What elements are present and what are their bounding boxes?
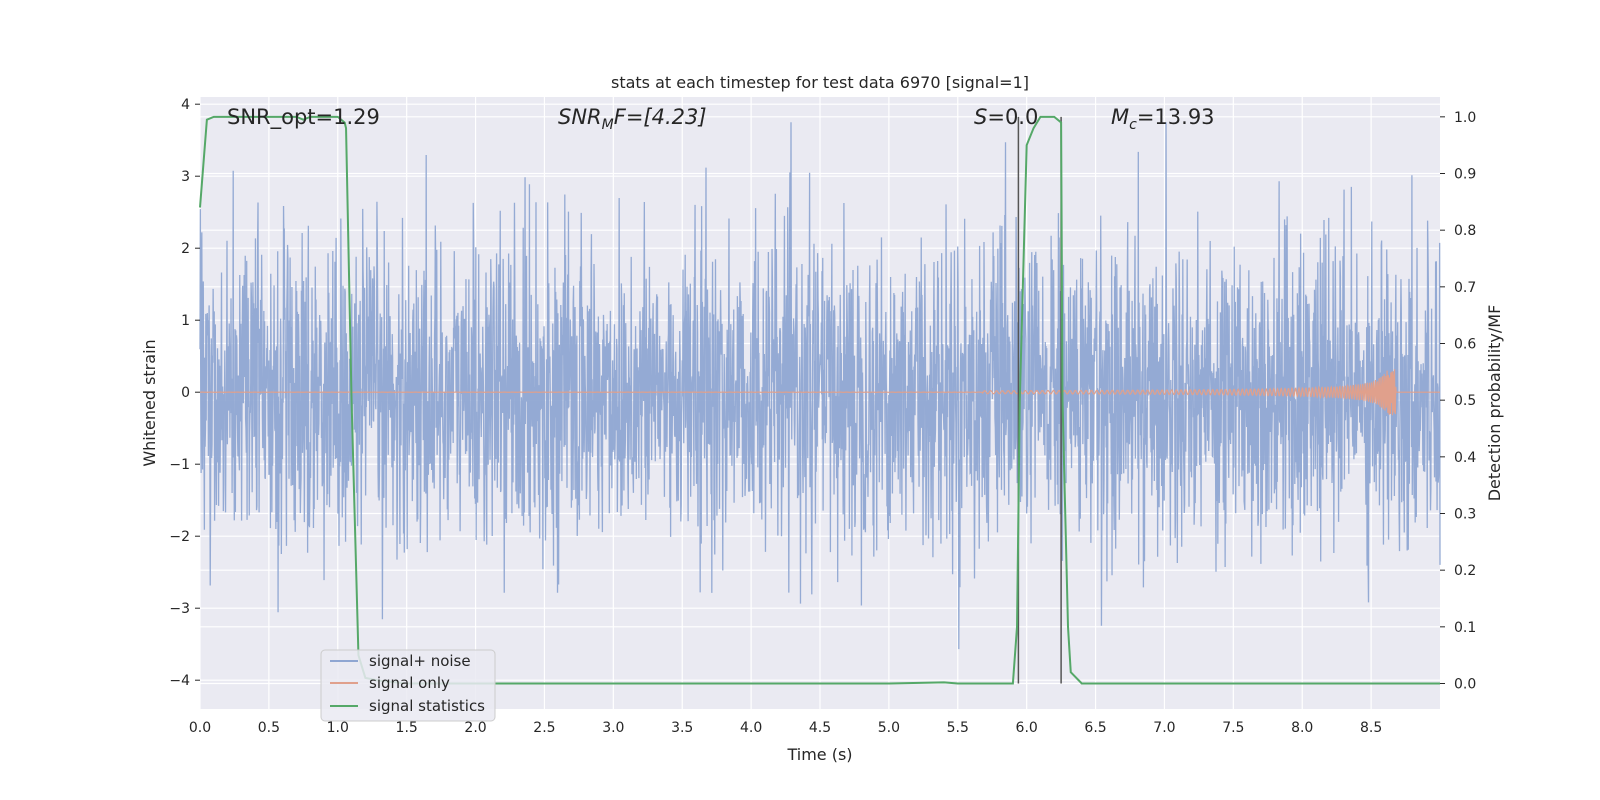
y-right-tick-label: 1.0 — [1454, 110, 1476, 126]
y-right-tick-label: 0.7 — [1454, 280, 1476, 296]
x-tick-label: 2.5 — [533, 720, 555, 736]
mc-symbol: M — [1111, 105, 1129, 129]
y-left-tick-label: 2 — [181, 241, 190, 257]
snr-mf-suffix: F=[4.23] — [614, 105, 707, 129]
y-right-tick-label: 0.3 — [1454, 507, 1476, 523]
legend-label-signal: signal only — [369, 674, 450, 692]
y-right-tick-label: 0.4 — [1454, 450, 1476, 466]
legend-box — [320, 649, 496, 722]
y-right-tick-label: 0.9 — [1454, 167, 1476, 183]
y-right-tick-label: 0.0 — [1454, 677, 1476, 693]
x-tick-label: 8.5 — [1360, 720, 1382, 736]
y-left-tick-label: 1 — [181, 313, 190, 329]
tick-labels: 0.0 0.5 1.0 1.5 2.0 2.5 3.0 3.5 4.0 4.5 5.0 5.5 6.0 6… — [169, 97, 1476, 736]
annotation-s: S=0.0 — [974, 105, 1038, 129]
x-tick-label: 6.5 — [1084, 720, 1106, 736]
y-left-tick-label: −4 — [169, 673, 190, 689]
y-left-tick-label: 3 — [181, 169, 190, 185]
s-value: =0.0 — [987, 105, 1038, 129]
y-axis-right-label: Detection probability/MF — [1485, 305, 1504, 502]
x-tick-label: 2.0 — [464, 720, 486, 736]
chart-title: stats at each timestep for test data 697… — [611, 73, 1029, 92]
x-tick-label: 5.5 — [947, 720, 969, 736]
y-left-tick-label: −3 — [169, 601, 190, 617]
x-tick-label: 7.0 — [1153, 720, 1175, 736]
y-left-tick-label: 4 — [181, 97, 190, 113]
legend-label-noise: signal+ noise — [369, 652, 471, 670]
annotation-mc: Mc=13.93 — [1111, 105, 1215, 133]
snr-mf-prefix: SNR — [558, 105, 602, 129]
legend-label-stats: signal statistics — [369, 697, 485, 715]
x-axis-label: Time (s) — [786, 745, 852, 764]
x-tick-label: 3.0 — [602, 720, 624, 736]
y-left-tick-label: 0 — [181, 385, 190, 401]
mc-value: =13.93 — [1137, 105, 1215, 129]
x-tick-label: 6.0 — [1016, 720, 1038, 736]
y-axis-left-label: Whitened strain — [140, 339, 159, 466]
x-tick-label: 3.5 — [671, 720, 693, 736]
s-symbol: S — [974, 105, 987, 129]
y-right-tick-label: 0.1 — [1454, 620, 1476, 636]
y-left-tick-label: −2 — [169, 529, 190, 545]
annotation-snr-mf: SNRMF=[4.23] — [558, 105, 707, 133]
y-right-tick-label: 0.5 — [1454, 393, 1476, 409]
x-tick-label: 4.0 — [740, 720, 762, 736]
x-tick-label: 8.0 — [1291, 720, 1313, 736]
series-signal-noise-line — [199, 122, 1441, 650]
y-right-tick-label: 0.8 — [1454, 223, 1476, 239]
mc-sub: c — [1129, 117, 1137, 133]
y-right-tick-label: 0.6 — [1454, 337, 1476, 353]
annotation-snr-opt: SNR_opt=1.29 — [227, 105, 380, 130]
x-tick-label: 0.0 — [189, 720, 211, 736]
y-right-tick-label: 0.2 — [1454, 563, 1476, 579]
signal-noise-series — [199, 122, 1441, 650]
x-tick-label: 5.0 — [878, 720, 900, 736]
x-tick-label: 1.0 — [327, 720, 349, 736]
y-left-tick-label: −1 — [169, 457, 190, 473]
signal-only-series — [199, 369, 1440, 416]
x-tick-label: 1.5 — [396, 720, 418, 736]
snr-mf-sub: M — [602, 117, 614, 133]
x-tick-label: 7.5 — [1222, 720, 1244, 736]
legend: signal+ noise signal only signal statist… — [320, 649, 496, 722]
x-tick-label: 0.5 — [258, 720, 280, 736]
series-signal-only-line — [199, 369, 1440, 416]
x-tick-label: 4.5 — [809, 720, 831, 736]
